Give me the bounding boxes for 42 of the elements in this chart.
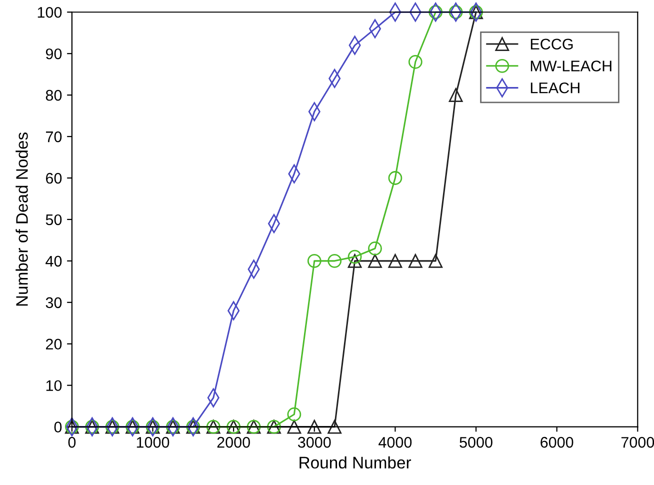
x-tick-label: 5000 — [460, 436, 492, 448]
point — [448, 88, 463, 102]
point — [388, 171, 402, 185]
y-axis-title: Number of Dead Nodes — [16, 132, 28, 306]
point — [428, 254, 443, 268]
y-tick-label: 70 — [46, 131, 62, 142]
x-tick-label: 7000 — [621, 436, 654, 448]
point — [388, 254, 402, 268]
x-tick-label: 3000 — [298, 436, 331, 448]
x-tick-label: 6000 — [540, 436, 574, 448]
y-tick-label: 40 — [46, 256, 62, 267]
point — [328, 420, 342, 434]
x-axis-title: Round Number — [300, 456, 412, 469]
point — [408, 54, 422, 69]
point — [287, 420, 302, 434]
y-tick-label: 0 — [54, 422, 62, 432]
point — [348, 250, 362, 264]
y-tick-label: 60 — [46, 172, 62, 184]
point — [428, 5, 443, 20]
y-tick-label: 30 — [46, 297, 62, 308]
y-tick-label: 20 — [46, 338, 62, 350]
y-tick-label: 100 — [38, 6, 62, 18]
x-tick-label: 2000 — [217, 436, 250, 448]
point — [307, 420, 322, 434]
x-tick-label: 4000 — [378, 436, 412, 448]
x-tick-label: 1000 — [136, 436, 170, 448]
point — [408, 254, 422, 268]
y-tick-label: 90 — [46, 48, 62, 60]
y-tick-label: 10 — [46, 380, 62, 392]
point — [448, 5, 463, 20]
legend-label: LEACH — [530, 82, 580, 94]
legend-label: ECCG — [530, 38, 573, 50]
point — [368, 242, 382, 256]
point — [287, 407, 302, 422]
y-tick-label: 50 — [46, 214, 62, 226]
x-tick-label: 0 — [68, 436, 76, 448]
legend-label: MW-LEACH — [530, 60, 612, 72]
point — [368, 254, 382, 268]
y-tick-label: 80 — [46, 90, 62, 101]
point — [307, 254, 322, 268]
point — [348, 254, 362, 268]
point — [328, 254, 342, 268]
